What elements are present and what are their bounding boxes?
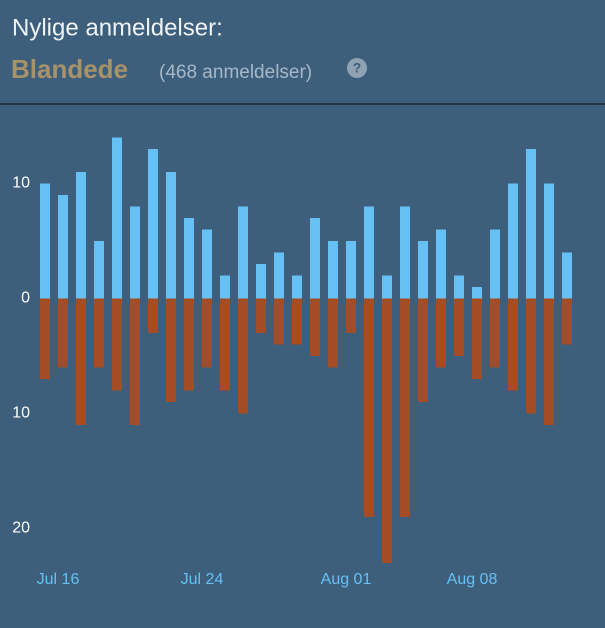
bar xyxy=(112,137,122,299)
review-count: (468 anmeldelser) xyxy=(159,62,312,83)
bar xyxy=(508,183,518,299)
bar xyxy=(310,298,320,356)
help-icon[interactable] xyxy=(347,58,367,78)
bar xyxy=(202,298,212,368)
bar xyxy=(418,241,428,299)
bar xyxy=(220,298,230,391)
bar xyxy=(148,298,158,333)
bar xyxy=(184,218,194,299)
rating: Blandede xyxy=(11,54,128,84)
bar xyxy=(274,252,284,299)
x-tick-label: Jul 24 xyxy=(181,571,224,588)
x-tick-label: Aug 01 xyxy=(321,571,372,588)
bar xyxy=(400,206,410,299)
help-icon-text[interactable]: ? xyxy=(353,60,362,76)
bar xyxy=(382,298,392,563)
bar xyxy=(526,149,536,299)
bar xyxy=(274,298,284,345)
bar xyxy=(328,298,338,368)
bar xyxy=(400,298,410,517)
bar xyxy=(436,298,446,368)
y-tick-label: 20 xyxy=(12,520,30,537)
bar xyxy=(40,298,50,379)
bar xyxy=(328,241,338,299)
x-tick-label: Aug 08 xyxy=(447,571,498,588)
bar xyxy=(40,183,50,299)
bar xyxy=(346,241,356,299)
bar xyxy=(346,298,356,333)
bar xyxy=(292,275,302,299)
bar xyxy=(454,275,464,299)
bar xyxy=(472,298,482,379)
bar xyxy=(94,241,104,299)
bar xyxy=(472,287,482,299)
bar xyxy=(58,195,68,299)
bar xyxy=(220,275,230,299)
bar xyxy=(166,172,176,299)
x-tick-label: Jul 16 xyxy=(37,571,80,588)
y-tick-label: 0 xyxy=(21,290,30,307)
bar xyxy=(76,172,86,299)
bar xyxy=(454,298,464,356)
bar xyxy=(490,229,500,299)
bar xyxy=(130,206,140,299)
bar xyxy=(562,298,572,345)
bar xyxy=(418,298,428,402)
bar xyxy=(490,298,500,368)
bar xyxy=(364,298,374,517)
bar xyxy=(184,298,194,391)
bar xyxy=(130,298,140,425)
bar xyxy=(202,229,212,299)
bar xyxy=(256,298,266,333)
bar xyxy=(508,298,518,391)
bar xyxy=(58,298,68,368)
bar xyxy=(148,149,158,299)
plot: 10 0 10 20 Jul 16 Jul 24 Aug 01 Aug 08 xyxy=(12,137,572,588)
bar xyxy=(292,298,302,345)
bar xyxy=(364,206,374,299)
bar xyxy=(436,229,446,299)
bar xyxy=(544,183,554,299)
bar xyxy=(94,298,104,368)
bar xyxy=(112,298,122,391)
y-tick-label: 10 xyxy=(12,175,30,192)
bar xyxy=(526,298,536,414)
bar xyxy=(544,298,554,425)
bar xyxy=(562,252,572,299)
bar xyxy=(310,218,320,299)
bar xyxy=(382,275,392,299)
bar xyxy=(256,264,266,299)
bar xyxy=(238,298,248,414)
y-tick-label: 10 xyxy=(12,405,30,422)
bar xyxy=(238,206,248,299)
title: Nylige anmeldelser: xyxy=(12,14,223,41)
bar xyxy=(76,298,86,425)
bar xyxy=(166,298,176,402)
